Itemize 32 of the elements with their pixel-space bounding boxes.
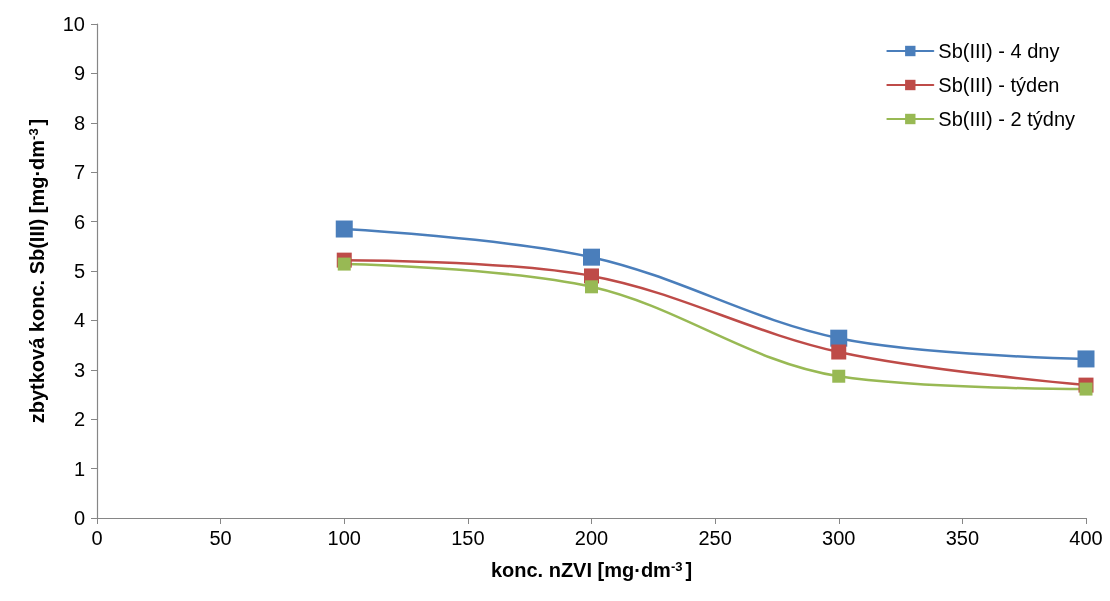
x-tick-label: 300: [822, 527, 856, 549]
x-tick-label: 50: [209, 527, 232, 549]
x-tick-label: 0: [91, 527, 103, 549]
point: [583, 248, 600, 266]
legend-label: Sb(III) - týden: [938, 74, 1060, 96]
x-tick-label: 400: [1069, 527, 1103, 549]
y-tick-label: 2: [73, 408, 85, 431]
y-tick-label: 9: [73, 62, 85, 85]
legend-label: Sb(III) - 4 dny: [938, 40, 1060, 62]
point: [831, 344, 847, 360]
y-tick-label: 8: [73, 111, 85, 134]
point: [1077, 350, 1095, 368]
y-tick-label: 0: [73, 507, 85, 529]
legend-label: Sb(III) - 2 týdny: [938, 108, 1076, 130]
x-tick-label: 350: [945, 527, 980, 549]
x-tick-label: 100: [327, 527, 361, 549]
point: [585, 280, 598, 294]
y-tick-label: 1: [73, 457, 85, 480]
x-tick-label: 150: [451, 527, 485, 549]
y-tick-label: 4: [73, 309, 85, 332]
y-tick-label: 5: [73, 260, 85, 282]
point: [335, 220, 353, 238]
y-tick-label: 10: [62, 13, 85, 35]
y-tick-label: 7: [73, 161, 85, 184]
y-tick-label: 6: [73, 210, 85, 233]
point: [832, 369, 846, 383]
point: [1079, 382, 1093, 396]
x-tick-label: 200: [574, 527, 609, 549]
y-axis-title: zbytková konc. Sb(III) [mg·dm-3]: [26, 118, 48, 424]
x-tick-label: 250: [698, 527, 732, 549]
y-tick-label: 3: [73, 358, 85, 381]
point: [337, 257, 351, 271]
